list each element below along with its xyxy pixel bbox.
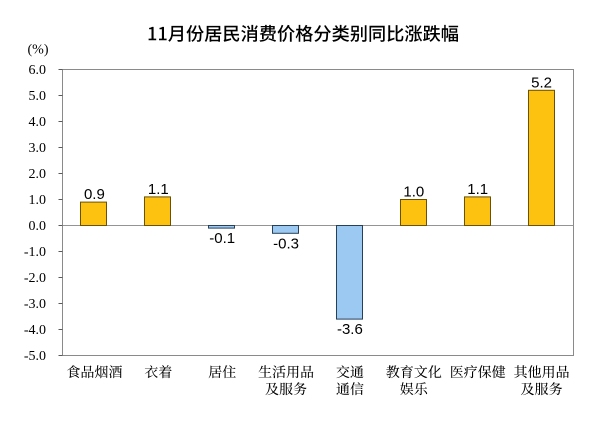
svg-text:6.0: 6.0 bbox=[29, 63, 47, 78]
svg-text:0.0: 0.0 bbox=[29, 219, 47, 234]
svg-text:1.1: 1.1 bbox=[467, 181, 488, 198]
svg-text:-4.0: -4.0 bbox=[24, 323, 46, 338]
svg-text:4.0: 4.0 bbox=[29, 115, 47, 130]
svg-text:0.9: 0.9 bbox=[84, 186, 105, 203]
svg-text:-3.6: -3.6 bbox=[337, 321, 363, 338]
svg-text:-0.1: -0.1 bbox=[209, 230, 235, 247]
svg-text:-0.3: -0.3 bbox=[273, 235, 299, 252]
svg-text:5.2: 5.2 bbox=[531, 74, 552, 91]
svg-text:-1.0: -1.0 bbox=[24, 245, 46, 260]
svg-text:-2.0: -2.0 bbox=[24, 271, 46, 286]
svg-text:1.1: 1.1 bbox=[148, 181, 169, 198]
svg-text:3.0: 3.0 bbox=[29, 141, 47, 156]
svg-text:1.0: 1.0 bbox=[29, 193, 47, 208]
svg-text:2.0: 2.0 bbox=[29, 167, 47, 182]
svg-text:(%): (%) bbox=[28, 43, 49, 58]
svg-text:5.0: 5.0 bbox=[29, 89, 47, 104]
svg-text:1.0: 1.0 bbox=[403, 184, 424, 201]
svg-text:-5.0: -5.0 bbox=[24, 349, 46, 364]
svg-text:-3.0: -3.0 bbox=[24, 297, 46, 312]
